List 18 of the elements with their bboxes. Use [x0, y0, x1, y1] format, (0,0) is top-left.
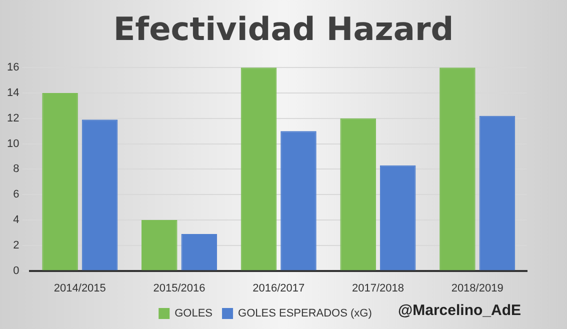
y-tick-label: 0	[13, 264, 20, 277]
y-tick-label: 14	[6, 87, 20, 100]
y-tick-label: 8	[13, 163, 20, 176]
x-tick-label: 2015/2016	[153, 282, 206, 294]
chart-title: Efectividad Hazard	[112, 10, 455, 48]
y-tick-label: 10	[6, 138, 20, 150]
x-tick-label: 2016/2017	[252, 282, 305, 294]
text: @Marcelino_AdE	[398, 302, 521, 319]
legend-label: GOLES ESPERADOS (xG)	[238, 308, 372, 320]
x-tick-label: 2017/2018	[352, 282, 404, 294]
y-tick-label: 2	[13, 239, 20, 252]
y-tick-label: 12	[6, 112, 20, 124]
y-tick-label: 6	[13, 188, 20, 201]
y-tick-label: 16	[6, 62, 20, 74]
x-tick-label: 2018/2019	[451, 282, 504, 294]
x-tick-label: 2014/2015	[54, 282, 106, 294]
legend-label: GOLES	[174, 308, 213, 320]
y-tick-label: 4	[13, 214, 20, 226]
